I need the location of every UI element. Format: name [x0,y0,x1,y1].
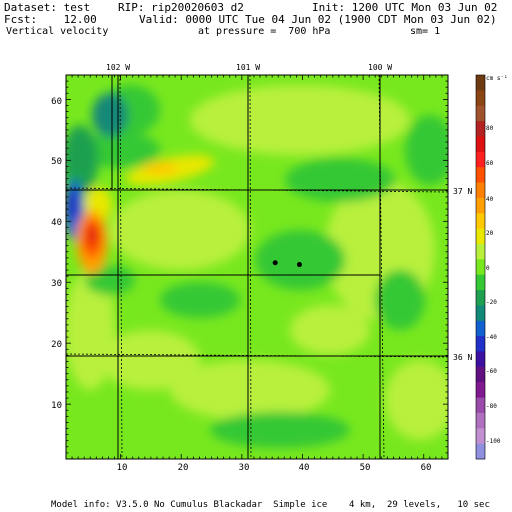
colorbar-swatch [476,412,485,429]
colorbar-label: -20 [486,299,497,306]
colorbar-label: 0 [486,265,490,272]
y-tick-label: 50 [51,157,62,167]
y-tick-label: 60 [51,97,62,107]
colorbar-label: -60 [486,368,497,375]
colorbar-label: -100 [486,438,501,445]
colorbar-swatch [476,320,485,337]
colorbar-label: 60 [486,160,494,167]
lon-label: 102 W [106,63,130,72]
colorbar-swatch [476,290,485,306]
init-label: Init: 1200 UTC Mon 03 Jun 02 [312,1,498,14]
colorbar-swatch [476,366,485,383]
colorbar-swatch [476,259,485,276]
colorbar-label: -80 [486,403,497,410]
lon-label: 101 W [236,63,260,72]
station-points [272,260,302,268]
colorbar-swatch [476,75,485,91]
colorbar-swatch [476,136,485,153]
colorbar-swatch [476,428,485,445]
smoothing-label: sm= 1 [410,26,441,37]
colorbar-swatch [476,182,485,199]
colorbar: cm s⁻¹ 80 60 40 20 0 -20 -40 -60 -80 -10… [475,74,508,460]
geo-labels: 102 W 101 W 100 W 37 N 36 N [106,63,472,362]
colorbar-swatch [476,105,485,122]
x-tick-label: 40 [299,463,310,473]
colorbar-swatch [476,336,485,352]
colorbar-swatch [476,443,485,460]
station-point [272,260,278,266]
colorbar-swatch [476,151,485,168]
colorbar-swatch [476,213,485,230]
colorbar-unit: cm s⁻¹ [486,75,508,82]
valid-label: Valid: 0000 UTC Tue 04 Jun 02 (1900 CDT … [139,13,497,26]
station-point [296,262,302,268]
x-tick-label: 10 [117,463,128,473]
colorbar-label: 40 [486,196,494,203]
model-info: Model info: V3.5.0 No Cumulus Blackadar … [51,500,490,510]
x-tick-label: 50 [360,463,371,473]
colorbar-swatch [476,167,485,184]
colorbar-swatch [476,305,485,322]
colorbar-swatch [476,197,485,214]
colorbar-swatch [476,228,485,245]
colorbar-swatch [476,382,485,399]
colorbar-swatch [476,351,485,368]
pressure-label: at pressure = 700 hPa [198,26,331,37]
x-tick-label: 20 [178,463,189,473]
x-tick-label: 60 [421,463,432,473]
y-tick-label: 20 [51,340,62,350]
state-boundaries [66,75,448,459]
meridians-parallels [66,75,448,459]
colorbar-swatch [476,243,485,260]
colorbar-frame [475,74,486,460]
rip-label: RIP: rip20020603 d2 [118,1,244,14]
x-axis-ticks: 10 20 30 40 50 60 [117,463,432,473]
colorbar-label: 20 [486,230,494,237]
plot-frame [65,74,449,460]
field-label: Vertical velocity [6,26,109,37]
colorbar-swatch [476,90,485,107]
colorbar-swatch [476,121,485,137]
lat-label: 37 N [453,187,472,196]
dataset-label: Dataset: test [4,1,91,14]
colorbar-label: -40 [486,334,497,341]
x-tick-label: 30 [239,463,250,473]
fcst-label: Fcst: 12.00 [4,13,97,26]
colorbar-swatch [476,274,485,291]
y-tick-label: 10 [51,401,62,411]
frame-ticks [65,74,449,460]
colorbar-label: 80 [486,125,494,132]
y-tick-label: 40 [51,218,62,228]
y-tick-label: 30 [51,279,62,289]
lat-label: 36 N [453,353,472,362]
y-axis-ticks: 10 20 30 40 50 60 [51,97,62,411]
vertical-velocity-field [66,75,448,459]
lon-label: 100 W [368,63,392,72]
colorbar-swatch [476,397,485,414]
